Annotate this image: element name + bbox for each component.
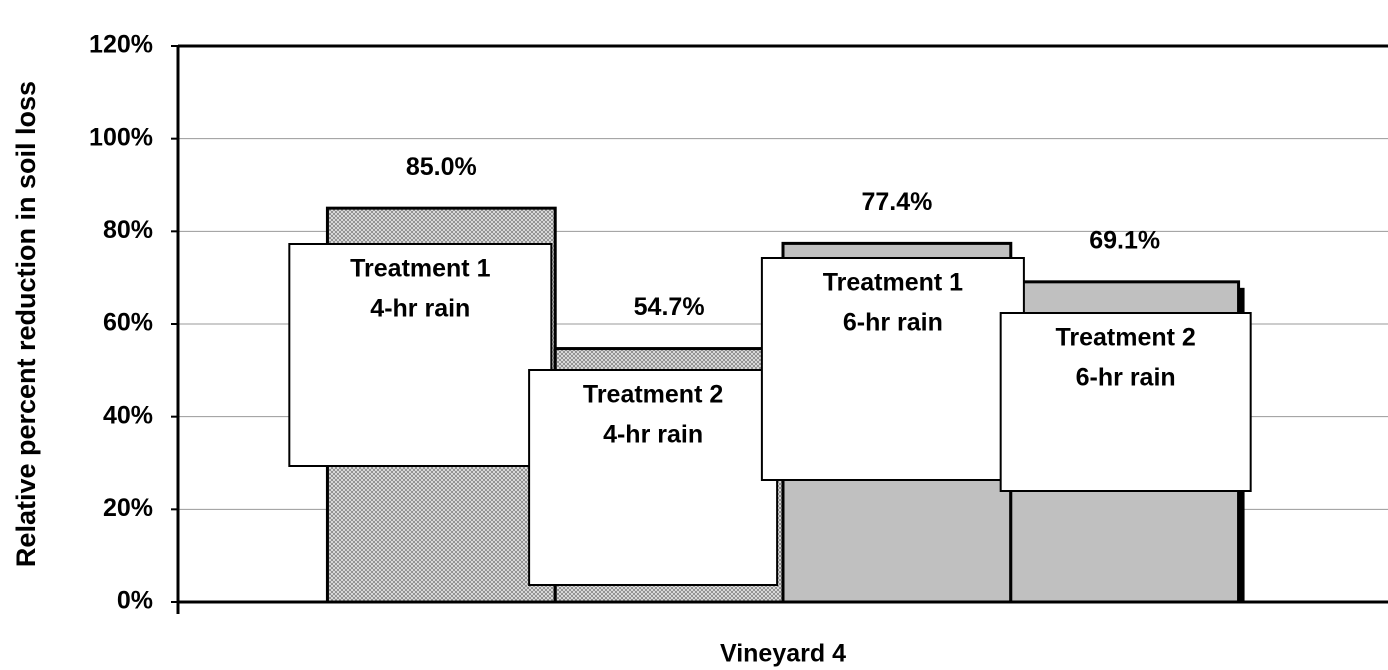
value-label: 85.0% — [406, 153, 477, 181]
series-label: Treatment 2 — [583, 381, 723, 409]
series-label: 4-hr rain — [370, 295, 470, 323]
label-box — [528, 369, 779, 586]
series-label: Treatment 2 — [1056, 324, 1196, 352]
y-tick-label: 20% — [103, 494, 153, 522]
y-tick-label: 80% — [103, 216, 153, 244]
y-tick-label: 120% — [89, 31, 153, 59]
y-tick-label: 0% — [117, 587, 153, 615]
label-box — [999, 312, 1252, 492]
y-tick-label: 40% — [103, 401, 153, 429]
value-label: 77.4% — [861, 188, 932, 216]
series-label: 4-hr rain — [603, 421, 703, 449]
value-label: 69.1% — [1089, 226, 1160, 254]
y-axis-title: Relative percent reduction in soil loss — [11, 81, 41, 567]
series-label: 6-hr rain — [1076, 364, 1176, 392]
value-label: 54.7% — [634, 293, 705, 321]
series-label: Treatment 1 — [823, 269, 963, 297]
series-label: Treatment 1 — [350, 255, 490, 283]
label-box — [288, 243, 553, 467]
series-label: 6-hr rain — [843, 309, 943, 337]
x-axis-title: Vineyard 4 — [720, 640, 846, 668]
label-box — [760, 257, 1025, 481]
y-tick-label: 60% — [103, 309, 153, 337]
y-tick-label: 100% — [89, 123, 153, 151]
